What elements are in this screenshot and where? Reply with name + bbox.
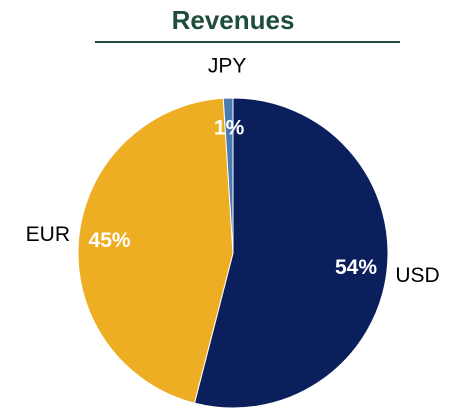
pie-slice (193, 97, 389, 409)
chart-title: Revenues (172, 5, 295, 35)
pie-slice (77, 97, 234, 404)
slice-value-label: 45% (89, 229, 131, 252)
pie-slice (222, 97, 234, 254)
slice-value-label: 1% (214, 117, 245, 140)
slice-category-label: EUR (26, 223, 70, 246)
slice-category-label: JPY (208, 55, 247, 78)
slice-value-label: 54% (335, 256, 377, 279)
slice-category-label: USD (395, 264, 439, 287)
